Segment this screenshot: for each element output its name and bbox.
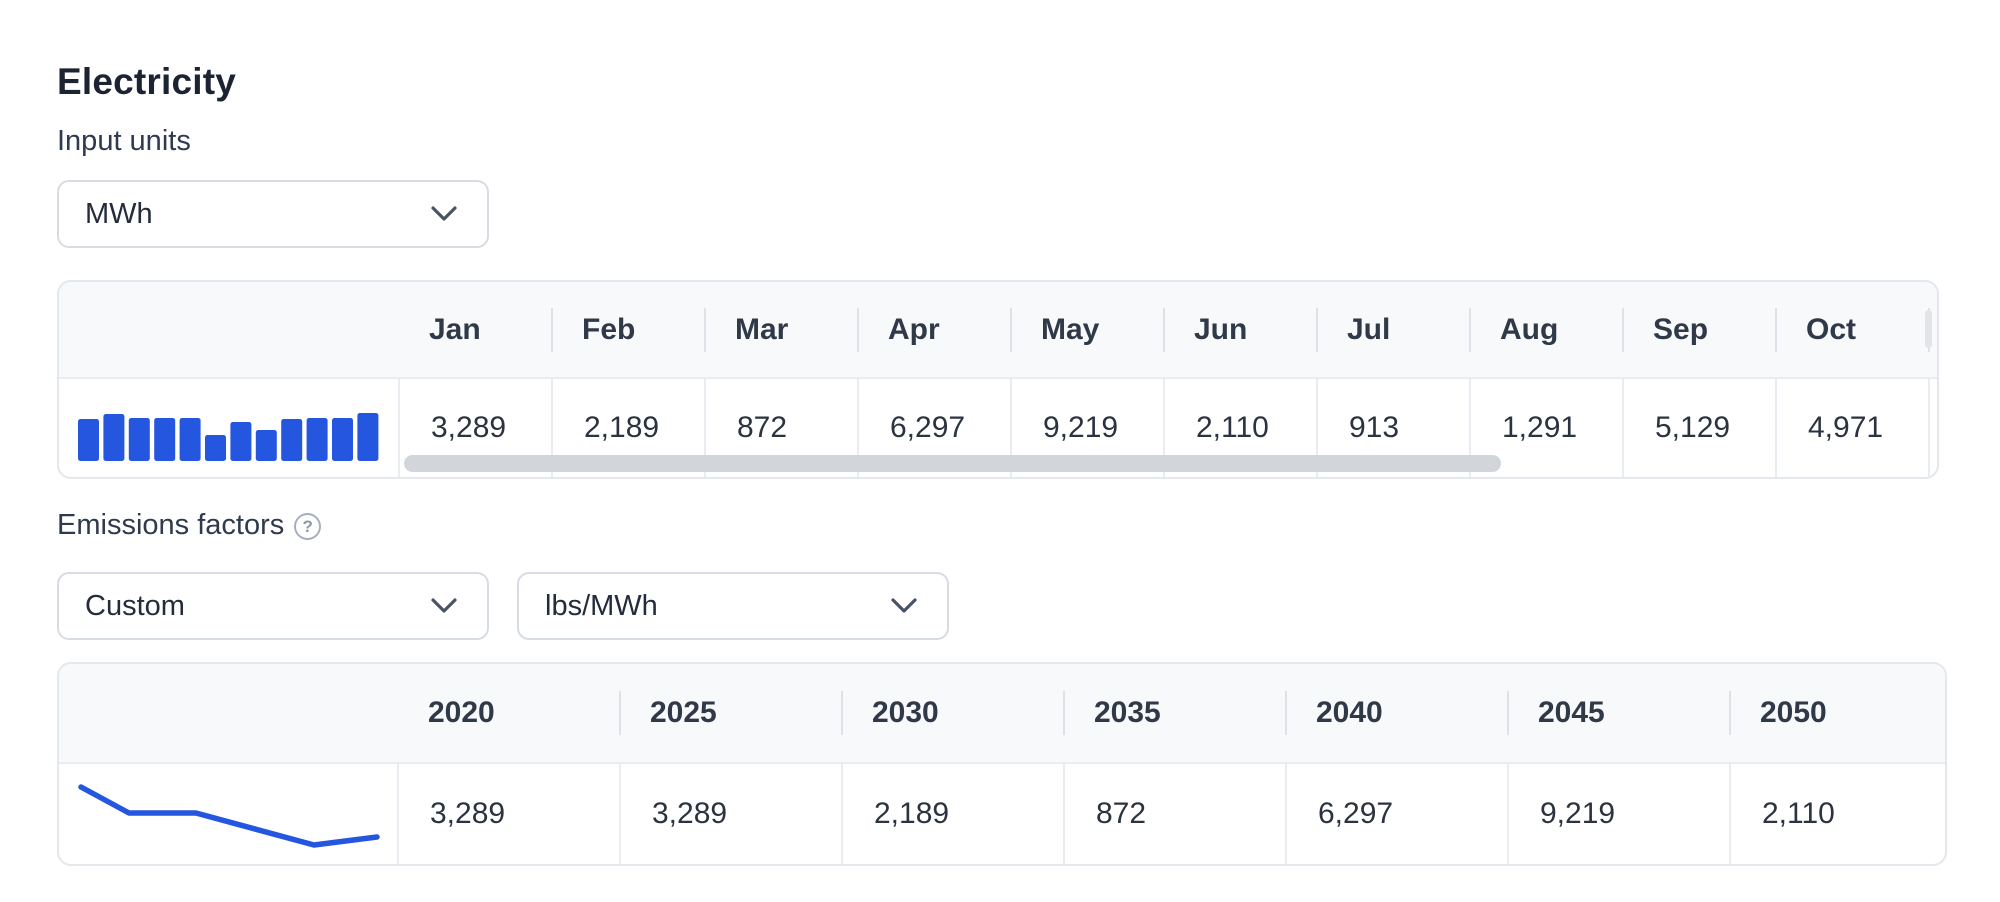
vertical-scrollbar-thumb[interactable] [1925, 310, 1932, 348]
column-header: Jul [1316, 282, 1469, 377]
monthly-table-header-row: Jan Feb Mar Apr May Jun Jul Aug Sep Oct [59, 282, 1937, 379]
header-corner-cell [59, 664, 397, 762]
column-header: Oct [1775, 282, 1928, 377]
header-corner-cell [59, 282, 398, 377]
value-cell[interactable]: 2,110 [1729, 764, 1945, 864]
emissions-factors-label: Emissions factors ? [57, 509, 322, 542]
line-chart-icon [78, 784, 380, 848]
value-cell[interactable]: 5,129 [1622, 379, 1775, 477]
value-cell[interactable]: 872 [1063, 764, 1285, 864]
emissions-type-selected-value: Custom [85, 589, 185, 622]
value-cell[interactable]: 6,297 [857, 379, 1010, 477]
input-units-label: Input units [57, 125, 191, 158]
input-units-select[interactable]: MWh [57, 180, 489, 248]
column-header: Jan [429, 312, 481, 346]
column-header: 2020 [428, 696, 495, 729]
yearly-table-value-row: 3,289 3,289 2,189 872 6,297 9,219 2,110 [59, 764, 1945, 864]
monthly-values-table: Jan Feb Mar Apr May Jun Jul Aug Sep Oct … [57, 280, 1939, 479]
column-header: 2040 [1285, 664, 1507, 762]
horizontal-scrollbar-thumb[interactable] [404, 455, 1501, 472]
page-title: Electricity [57, 60, 237, 102]
input-units-label-text: Input units [57, 125, 191, 157]
column-header: 2035 [1063, 664, 1285, 762]
column-header: Apr [857, 282, 1010, 377]
value-cell[interactable]: 6,297 [1285, 764, 1507, 864]
value-cell[interactable]: 2,189 [841, 764, 1063, 864]
bar-chart-icon [78, 413, 379, 461]
value-cell[interactable]: 2,110 [1163, 379, 1316, 477]
column-header: Mar [704, 282, 857, 377]
monthly-table-value-row: 3,289 2,189 872 6,297 9,219 2,110 913 1,… [59, 379, 1937, 477]
chevron-down-icon [891, 598, 917, 613]
value-cell[interactable]: 1,291 [1469, 379, 1622, 477]
line-sparkline-cell [59, 764, 397, 864]
value-cell[interactable]: 3,289 [397, 764, 619, 864]
emissions-units-selected-value: lbs/MWh [545, 589, 658, 622]
input-units-selected-value: MWh [85, 197, 153, 230]
clipped-value-cell [1928, 379, 1937, 477]
yearly-emissions-table: 2020 2025 2030 2035 2040 2045 2050 3,289… [57, 662, 1947, 866]
column-header: 2030 [841, 664, 1063, 762]
column-header: 2045 [1507, 664, 1729, 762]
bar-sparkline-cell [59, 379, 398, 477]
column-header: Aug [1469, 282, 1622, 377]
help-icon[interactable]: ? [294, 513, 322, 540]
column-header: Sep [1622, 282, 1775, 377]
value-cell[interactable]: 872 [704, 379, 857, 477]
column-header: 2050 [1729, 664, 1945, 762]
value-cell[interactable]: 3,289 [619, 764, 841, 864]
value-cell[interactable]: 4,971 [1775, 379, 1928, 477]
column-header: May [1010, 282, 1163, 377]
yearly-table-header-row: 2020 2025 2030 2035 2040 2045 2050 [59, 664, 1945, 764]
value-cell[interactable]: 913 [1316, 379, 1469, 477]
value-cell[interactable]: 9,219 [1010, 379, 1163, 477]
emissions-factors-label-text: Emissions factors [57, 509, 285, 541]
chevron-down-icon [431, 206, 457, 221]
column-header: Feb [551, 282, 704, 377]
column-header: 2025 [619, 664, 841, 762]
value-cell[interactable]: 3,289 [398, 379, 551, 477]
emissions-type-select[interactable]: Custom [57, 572, 489, 640]
value-cell[interactable]: 9,219 [1507, 764, 1729, 864]
chevron-down-icon [431, 598, 457, 613]
emissions-units-select[interactable]: lbs/MWh [517, 572, 949, 640]
value-cell[interactable]: 2,189 [551, 379, 704, 477]
column-header: Jun [1163, 282, 1316, 377]
